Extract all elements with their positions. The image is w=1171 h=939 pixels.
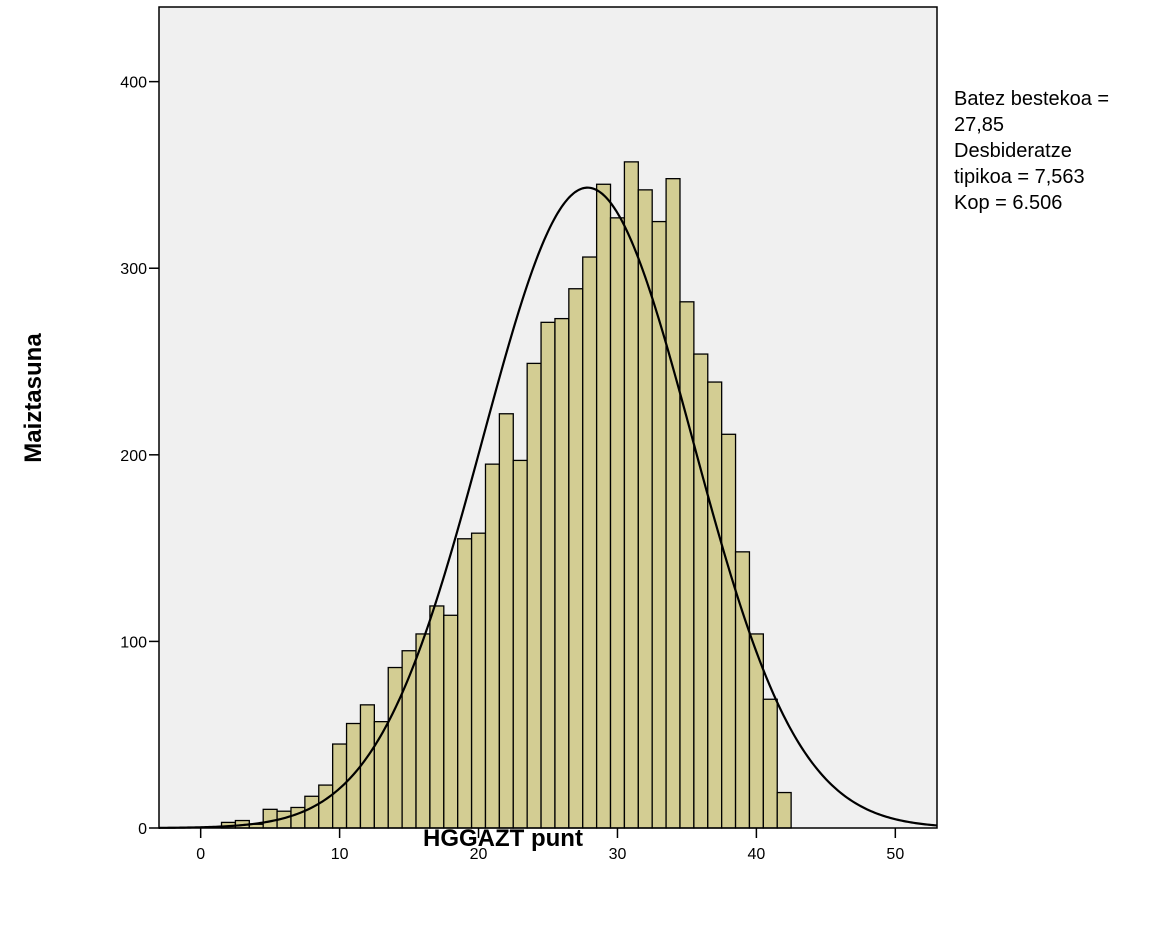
stat-mean-value: 27,85: [954, 114, 1005, 136]
stat-sd-label: Desbideratze: [954, 140, 1072, 162]
histogram-bar: [568, 288, 584, 829]
histogram-bar: [707, 381, 723, 829]
histogram-bar: [776, 791, 792, 829]
x-axis-ticks: 0 10 20 30 40 50: [196, 828, 904, 863]
histogram-bar: [429, 605, 445, 829]
histogram-bar: [554, 317, 570, 829]
histogram-bar: [679, 301, 695, 829]
y-tick-label: 300: [120, 261, 147, 278]
histogram-bar: [540, 321, 556, 829]
histogram-bar: [318, 784, 334, 829]
histogram-bar: [498, 413, 514, 829]
stat-count: Kop = 6.506: [954, 192, 1063, 214]
histogram-bar: [582, 256, 598, 829]
histogram-bar: [332, 743, 348, 829]
histogram-bar: [595, 183, 612, 829]
histogram-bars: [220, 161, 792, 829]
histogram-bar: [373, 720, 389, 829]
x-tick-label: 40: [747, 846, 765, 863]
y-tick-label: 200: [120, 448, 147, 465]
x-tick-label: 0: [196, 846, 205, 863]
stat-mean-label: Batez bestekoa =: [954, 88, 1110, 110]
histogram-bar: [359, 704, 375, 829]
histogram-bar: [721, 433, 737, 829]
stat-sd-value: tipikoa = 7,563: [954, 166, 1085, 188]
histogram-bar: [457, 538, 473, 829]
histogram-bar: [387, 666, 403, 829]
x-axis-label: HGGAZT punt: [423, 825, 583, 852]
y-axis-ticks: 0 100 200 300 400: [120, 75, 159, 838]
histogram-bar: [470, 532, 487, 829]
y-tick-label: 400: [120, 75, 147, 92]
histogram-bar: [623, 161, 639, 829]
histogram-bar: [637, 189, 653, 829]
x-tick-label: 30: [609, 846, 627, 863]
histogram-bar: [651, 220, 667, 829]
histogram-bar: [609, 217, 626, 829]
normal-curve: [158, 186, 938, 829]
histogram-bar: [734, 551, 751, 829]
histogram-bar: [526, 362, 542, 829]
y-tick-label: 100: [120, 634, 147, 651]
histogram-bar: [304, 795, 320, 829]
y-tick-label: 0: [138, 821, 147, 838]
x-tick-label: 20: [470, 846, 488, 863]
histogram-bar: [665, 178, 681, 829]
histogram-bar: [262, 808, 278, 829]
summary-statistics: Batez bestekoa = 27,85 Desbideratze tipi…: [954, 86, 1109, 216]
histogram-bar: [512, 459, 528, 829]
histogram-bar: [443, 614, 459, 829]
x-tick-label: 10: [331, 846, 349, 863]
histogram-bar: [484, 463, 501, 829]
histogram-bar: [693, 353, 709, 829]
histogram-bar: [762, 698, 778, 829]
histogram-bar: [415, 633, 431, 829]
y-axis-label: Maiztasuna: [20, 333, 47, 463]
plot-frame: [158, 6, 938, 829]
x-tick-label: 50: [886, 846, 904, 863]
